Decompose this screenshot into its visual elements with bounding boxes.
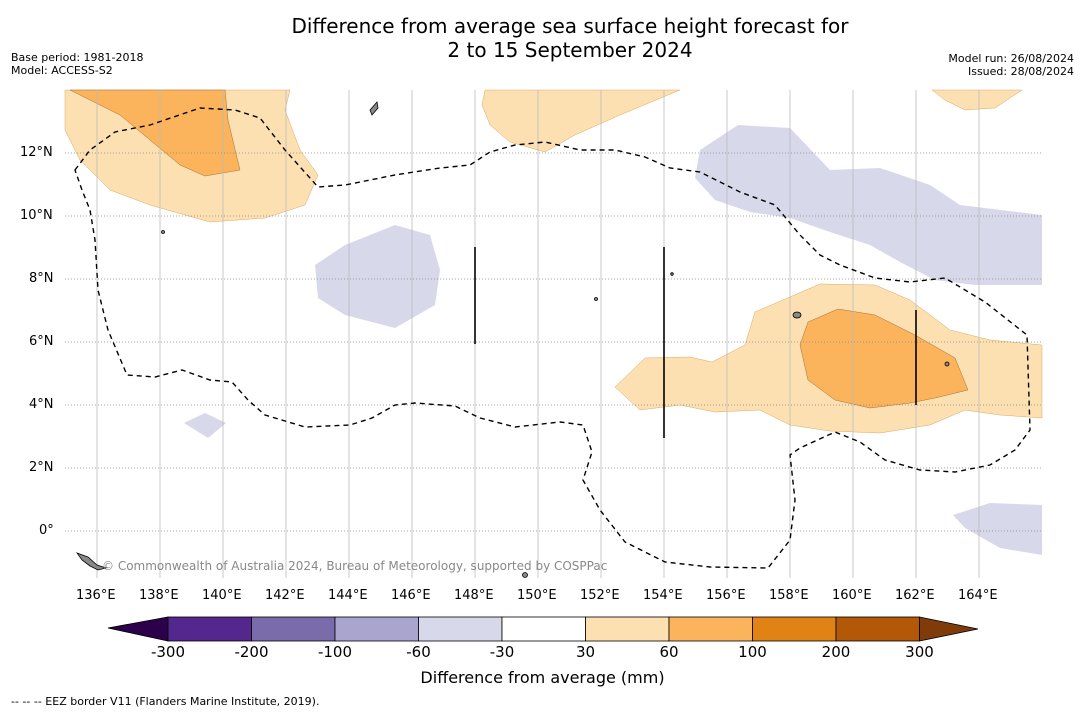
colorbar-label: -200 bbox=[234, 643, 269, 661]
lat-label: 4°N bbox=[29, 397, 54, 412]
lat-label: 6°N bbox=[29, 334, 54, 349]
colorbar-label: 100 bbox=[738, 643, 767, 661]
colorbar-swatch-6 bbox=[585, 616, 670, 642]
island-pohnpei bbox=[792, 311, 802, 319]
lon-label: 154°E bbox=[643, 588, 683, 603]
lon-label: 144°E bbox=[328, 588, 368, 603]
island-png-coast bbox=[75, 552, 108, 571]
eez-footnote: -- -- -- EEZ border V11 (Flanders Marine… bbox=[11, 695, 320, 708]
colorbar-swatch-8 bbox=[752, 616, 837, 642]
island-guam bbox=[369, 101, 379, 116]
lon-label: 160°E bbox=[832, 588, 872, 603]
lon-gridlines bbox=[96, 90, 980, 578]
lat-gridlines bbox=[65, 152, 1042, 532]
colorbar-label: -30 bbox=[489, 643, 515, 661]
lat-label: 12°N bbox=[20, 145, 53, 160]
island-small-2 bbox=[670, 272, 674, 276]
lon-label: 152°E bbox=[580, 588, 620, 603]
negative-region-ne bbox=[695, 125, 1042, 285]
positive-region-nw-core bbox=[69, 89, 241, 177]
eez-border bbox=[74, 107, 1031, 569]
issued-date: Issued: 28/08/2024 bbox=[967, 65, 1074, 78]
negative-region-central bbox=[315, 225, 440, 328]
model-run: Model run: 26/08/2024 bbox=[948, 52, 1074, 65]
lat-label: 10°N bbox=[20, 208, 53, 223]
colorbar-swatch-5 bbox=[501, 616, 586, 642]
colorbar-title: Difference from average (mm) bbox=[420, 668, 665, 687]
lon-label: 164°E bbox=[958, 588, 998, 603]
positive-region-ne bbox=[931, 89, 1023, 111]
model-name: Model: ACCESS-S2 bbox=[11, 64, 113, 77]
colorbar-label: -300 bbox=[150, 643, 186, 661]
negative-region-small bbox=[184, 413, 226, 438]
title-line-2: 2 to 15 September 2024 bbox=[447, 38, 693, 62]
island-small-1 bbox=[161, 230, 165, 234]
lat-label: 8°N bbox=[29, 271, 54, 286]
colorbar-swatch-9 bbox=[835, 616, 920, 642]
lon-label: 156°E bbox=[706, 588, 746, 603]
lon-label: 140°E bbox=[202, 588, 242, 603]
colorbar-swatch-4 bbox=[418, 616, 503, 642]
lon-label: 142°E bbox=[265, 588, 305, 603]
positive-region-north bbox=[481, 89, 681, 153]
lon-label: 158°E bbox=[769, 588, 809, 603]
colorbar-label: 200 bbox=[821, 643, 851, 661]
lon-label: 148°E bbox=[454, 588, 494, 603]
copyright-credit: © Commonwealth of Australia 2024, Bureau… bbox=[102, 559, 608, 573]
lon-label: 146°E bbox=[391, 588, 431, 603]
title-line-1: Difference from average sea surface heig… bbox=[291, 14, 849, 38]
colorbar-label: 60 bbox=[659, 643, 679, 661]
island-small-4 bbox=[522, 572, 528, 578]
lat-label: 2°N bbox=[29, 460, 54, 475]
colorbar-under-arrow bbox=[107, 616, 169, 642]
positive-region-east-core bbox=[799, 308, 969, 409]
colorbar-swatch-1 bbox=[167, 616, 252, 642]
colorbar-label: -100 bbox=[317, 643, 353, 661]
island-small-3 bbox=[594, 297, 598, 301]
lon-label: 150°E bbox=[517, 588, 557, 603]
colorbar-label: -60 bbox=[406, 643, 431, 661]
colorbar-label: 30 bbox=[575, 643, 596, 661]
base-period: Base period: 1981-2018 bbox=[11, 51, 144, 64]
colorbar-swatch-3 bbox=[334, 616, 419, 642]
colorbar bbox=[107, 616, 979, 642]
meta-right: Model run: 26/08/2024 Issued: 28/08/2024 bbox=[948, 52, 1074, 78]
lon-label: 138°E bbox=[139, 588, 179, 603]
meta-left: Base period: 1981-2018 Model: ACCESS-S2 bbox=[11, 51, 143, 77]
island-kosrae bbox=[944, 361, 950, 367]
anomaly-fills bbox=[64, 89, 1043, 555]
negative-region-se bbox=[953, 503, 1042, 555]
boundary-lines bbox=[474, 247, 917, 438]
lat-label: 0° bbox=[39, 523, 54, 538]
lon-label: 136°E bbox=[76, 588, 116, 603]
islands bbox=[75, 101, 950, 578]
colorbar-over-arrow bbox=[919, 616, 979, 642]
lon-label: 162°E bbox=[895, 588, 935, 603]
colorbar-swatch-7 bbox=[668, 616, 753, 642]
colorbar-label: 300 bbox=[905, 643, 934, 661]
colorbar-swatch-2 bbox=[251, 616, 336, 642]
map-title: Difference from average sea surface heig… bbox=[0, 14, 1085, 62]
